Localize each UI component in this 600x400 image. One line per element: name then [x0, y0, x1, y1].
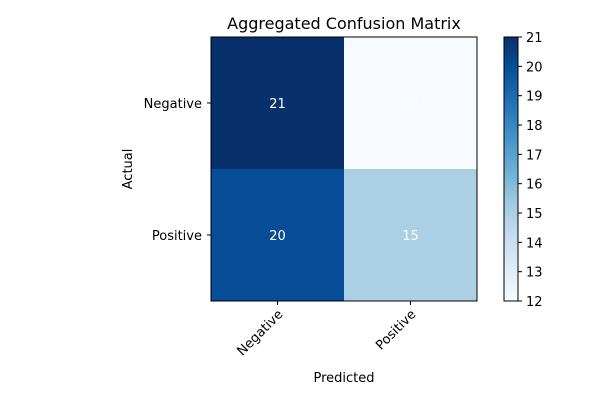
y-axis-ticks: Negative Positive: [144, 97, 211, 244]
colorbar-tick-label: 16: [526, 178, 543, 193]
colorbar-tick-label: 13: [526, 266, 543, 281]
heatmap-cells: [211, 37, 477, 301]
colorbar-tick-label: 21: [526, 31, 543, 46]
heatmap-cell-labels: 21 12 20 15: [269, 97, 419, 244]
heatmap-cell-0-0: [211, 37, 344, 169]
colorbar-tick-label: 12: [526, 295, 543, 310]
y-axis-label: Actual: [121, 149, 136, 190]
colorbar-tick-label: 14: [526, 236, 543, 251]
x-axis-label: Predicted: [313, 371, 374, 386]
colorbar: [503, 36, 519, 302]
colorbar-tick-label: 19: [526, 90, 543, 105]
cell-value-label-1-1: 15: [402, 229, 419, 244]
chart-title: Aggregated Confusion Matrix: [227, 14, 461, 33]
heatmap-cell-1-1: [344, 169, 477, 301]
cell-value-label-0-0: 21: [269, 97, 286, 112]
colorbar-tick-label: 20: [526, 60, 543, 75]
colorbar-tick-label: 15: [526, 207, 543, 222]
cell-value-label-1-0: 20: [269, 229, 286, 244]
y-tick-label: Negative: [144, 97, 202, 112]
colorbar-tick-label: 17: [526, 148, 543, 163]
y-tick-label: Positive: [152, 229, 202, 244]
plot-frame: [210, 36, 478, 302]
cell-value-label-0-1: 12: [402, 97, 419, 112]
colorbar-tick-label: 18: [526, 119, 543, 134]
heatmap-cell-0-1: [344, 37, 477, 169]
heatmap-cell-1-0: [211, 169, 344, 301]
colorbar-ticks: 12 13 14 15 16 17 18 19 20 21: [518, 31, 543, 310]
